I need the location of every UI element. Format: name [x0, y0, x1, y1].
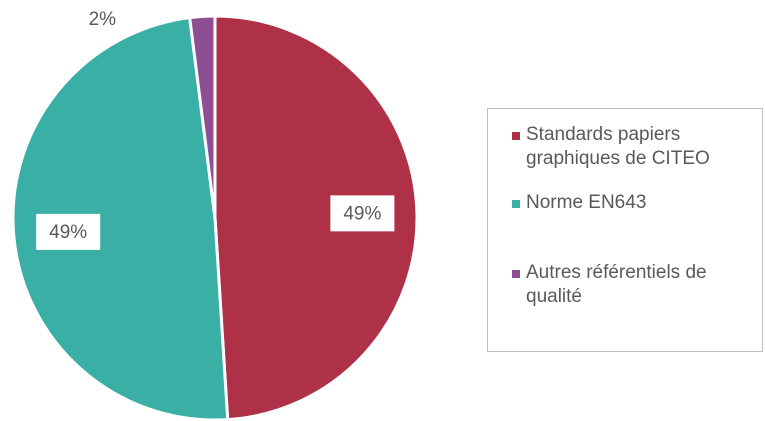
legend-item: Norme EN643 — [512, 191, 752, 215]
data-label: 2% — [89, 9, 117, 30]
legend: Standards papiers graphiques de CITEO Nor… — [487, 108, 763, 352]
legend-label: Autres référentiels de qualité — [526, 262, 707, 307]
legend-label: Standards papiers graphiques de CITEO — [526, 124, 710, 169]
legend-swatch — [512, 270, 520, 278]
data-label-group: 49% — [36, 213, 101, 250]
legend-swatch — [512, 132, 520, 140]
legend-swatch — [512, 200, 520, 208]
legend-item: Standards papiers graphiques de CITEO — [512, 123, 752, 171]
legend-label: Norme EN643 — [526, 192, 647, 213]
data-label-box — [36, 213, 101, 250]
data-label-box — [330, 195, 395, 232]
data-label: 49% — [49, 222, 87, 243]
legend-item: Autres référentiels de qualité — [512, 261, 752, 309]
data-label: 49% — [343, 203, 381, 224]
pie-slice — [11, 15, 230, 421]
pie-slice — [188, 14, 217, 219]
data-label-group: 49% — [330, 195, 395, 232]
pie-slice — [213, 14, 419, 421]
